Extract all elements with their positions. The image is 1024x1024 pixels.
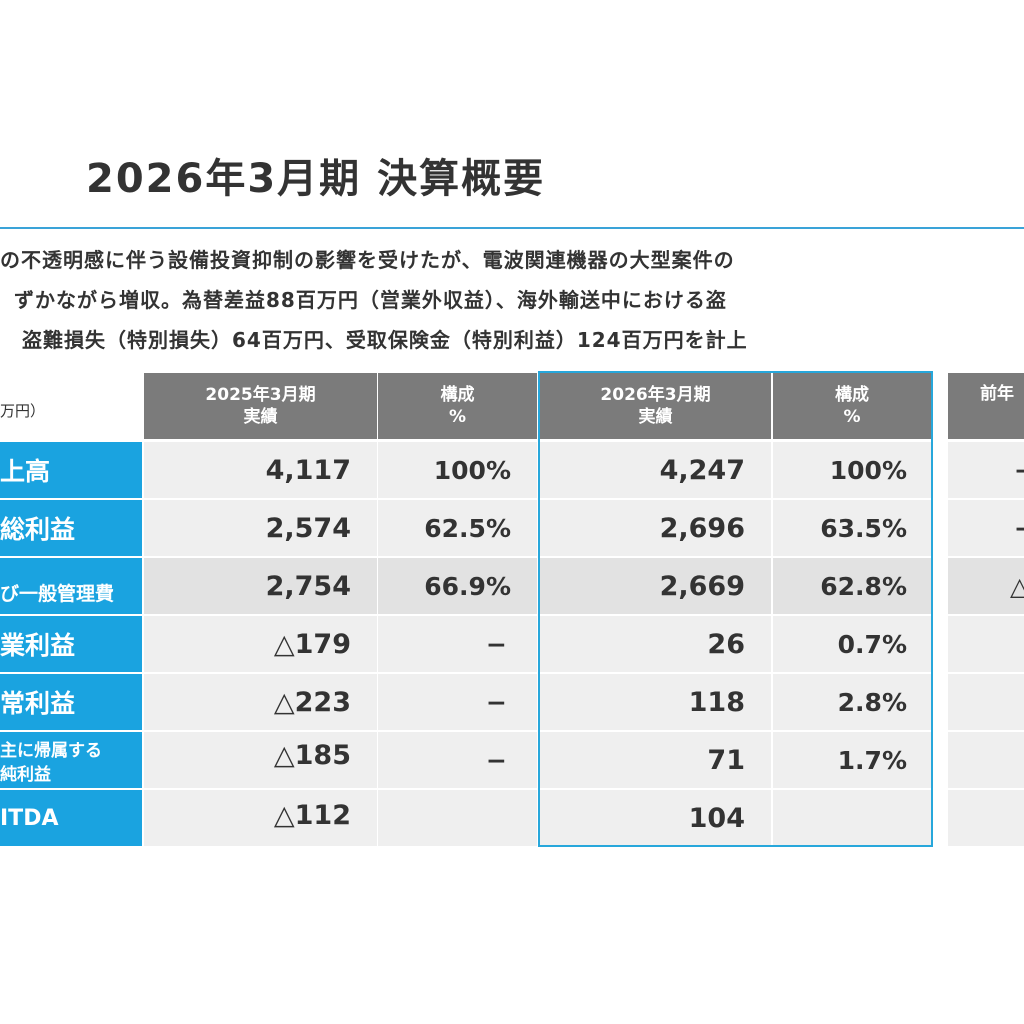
row-label-text: ITDA xyxy=(0,805,59,831)
cell-2025-ratio xyxy=(378,790,537,846)
cell-yoy xyxy=(948,674,1024,730)
header-2026-line1: 2026年3月期 xyxy=(600,385,711,405)
row-label-text: 総利益 xyxy=(0,515,76,544)
cell-2025-ratio: − xyxy=(378,732,537,788)
cell-2025-value: △185 xyxy=(144,732,377,788)
header-2025-line1: 2025年3月期 xyxy=(205,385,316,405)
cell-2026-ratio: 63.5% xyxy=(773,500,931,556)
row-label-text: 常利益 xyxy=(0,689,76,718)
row-label-net-income: 主に帰属する 純利益 xyxy=(0,732,142,788)
title-divider xyxy=(0,227,1024,229)
cell-2026-ratio: 0.7% xyxy=(773,616,931,672)
row-label-text: び一般管理費 xyxy=(0,583,115,605)
header-2025-ratio: 構成 % xyxy=(378,373,537,439)
summary-line-3: 盗難損失（特別損失）64百万円、受取保険金（特別利益）124百万円を計上 xyxy=(22,328,748,352)
header-2026-actual: 2026年3月期 実績 xyxy=(540,373,771,439)
header-2026-ratio-line1: 構成 xyxy=(835,385,869,405)
row-label-ebitda: ITDA xyxy=(0,790,142,846)
cell-yoy: − xyxy=(948,442,1024,498)
cell-2025-value: △179 xyxy=(144,616,377,672)
cell-2026-value: 71 xyxy=(540,732,771,788)
page-title: 2026年3月期 決算概要 xyxy=(86,156,546,202)
header-2026-ratio: 構成 % xyxy=(773,373,931,439)
cell-2026-ratio: 100% xyxy=(773,442,931,498)
row-label-sga: び一般管理費 xyxy=(0,558,142,614)
summary-line-2: ずかながら増収。為替差益88百万円（営業外収益）、海外輸送中における盗 xyxy=(14,288,727,312)
row-label-text: 業利益 xyxy=(0,631,76,660)
header-2025-ratio-line2: % xyxy=(448,407,467,427)
cell-2025-ratio: − xyxy=(378,674,537,730)
summary-text: の不透明感に伴う設備投資抑制の影響を受けたが、電波関連機器の大型案件の ずかなが… xyxy=(0,240,1024,360)
cell-2025-value: △223 xyxy=(144,674,377,730)
cell-2025-ratio: 66.9% xyxy=(378,558,537,614)
header-2025-ratio-line1: 構成 xyxy=(440,385,475,405)
row-label-ordinary-profit: 常利益 xyxy=(0,674,142,730)
row-label-gross-profit: 総利益 xyxy=(0,500,142,556)
cell-2025-value: 4,117 xyxy=(144,442,377,498)
cell-2025-value: 2,754 xyxy=(144,558,377,614)
header-2026-ratio-line2: % xyxy=(843,407,861,427)
cell-yoy: △ xyxy=(948,558,1024,614)
row-label-text: 上高 xyxy=(0,457,51,486)
cell-2026-ratio: 1.7% xyxy=(773,732,931,788)
cell-2025-value: 2,574 xyxy=(144,500,377,556)
cell-2025-ratio: 100% xyxy=(378,442,537,498)
row-label-operating-profit: 業利益 xyxy=(0,616,142,672)
cell-2026-value: 4,247 xyxy=(540,442,771,498)
cell-yoy xyxy=(948,616,1024,672)
header-2025-line2: 実績 xyxy=(243,407,278,427)
header-2026-line2: 実績 xyxy=(638,407,673,427)
cell-2026-ratio: 62.8% xyxy=(773,558,931,614)
header-2025-actual: 2025年3月期 実績 xyxy=(144,373,377,439)
cell-2026-value: 26 xyxy=(540,616,771,672)
row-label-sales: 上高 xyxy=(0,442,142,498)
cell-yoy xyxy=(948,732,1024,788)
cell-2026-value: 2,669 xyxy=(540,558,771,614)
row-label-text: 主に帰属する xyxy=(0,741,102,761)
unit-label: 万円） xyxy=(0,402,46,420)
cell-yoy: − xyxy=(948,500,1024,556)
header-yoy: 前年 xyxy=(948,373,1024,439)
cell-2026-value: 2,696 xyxy=(540,500,771,556)
cell-2026-ratio: 2.8% xyxy=(773,674,931,730)
cell-2025-value: △112 xyxy=(144,790,377,846)
cell-2026-value: 104 xyxy=(540,790,771,846)
cell-2026-ratio xyxy=(773,790,931,846)
row-label-text-2: 純利益 xyxy=(0,765,51,785)
cell-2025-ratio: − xyxy=(378,616,537,672)
cell-2025-ratio: 62.5% xyxy=(378,500,537,556)
cell-yoy xyxy=(948,790,1024,846)
cell-2026-value: 118 xyxy=(540,674,771,730)
header-yoy-label: 前年 xyxy=(980,384,1014,404)
summary-line-1: の不透明感に伴う設備投資抑制の影響を受けたが、電波関連機器の大型案件の xyxy=(0,248,735,272)
